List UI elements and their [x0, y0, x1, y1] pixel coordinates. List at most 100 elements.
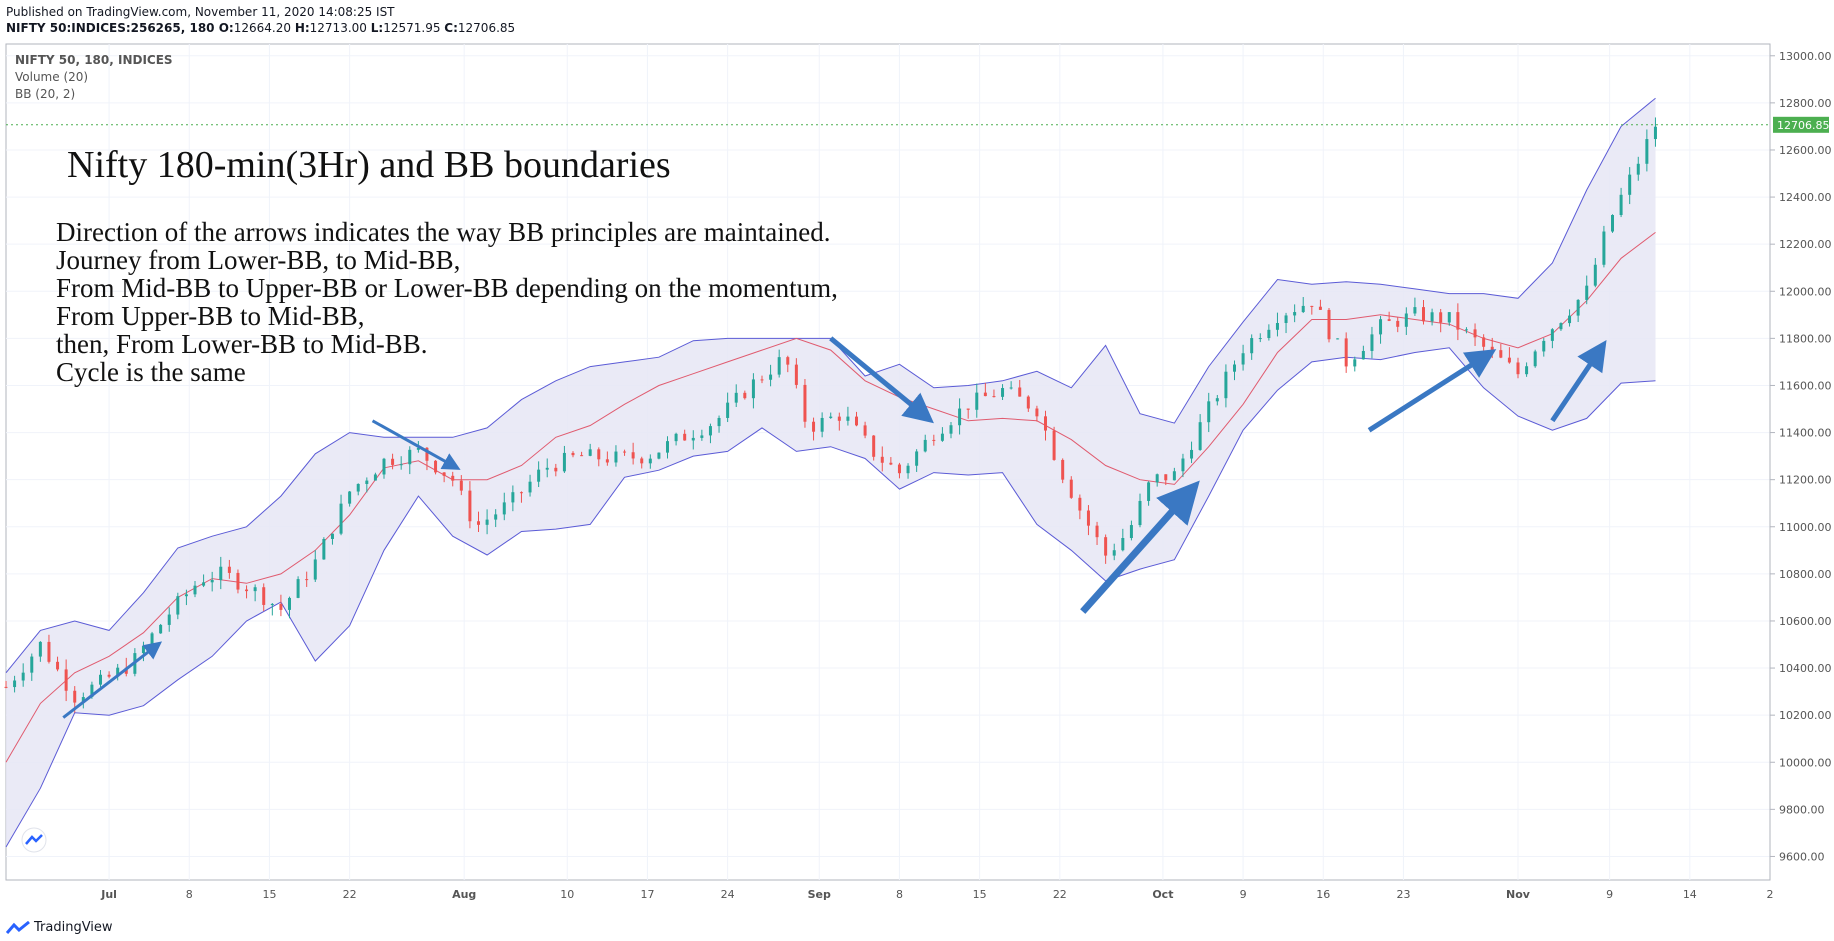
candle-body: [1516, 362, 1520, 375]
candle-body: [1112, 550, 1116, 556]
arrows-group: [62, 336, 1607, 719]
candle-body: [99, 674, 102, 685]
candle-body: [167, 614, 171, 625]
candle-body: [1138, 500, 1142, 526]
candle-body: [1447, 312, 1451, 323]
footer-brand-label: TradingView: [34, 920, 113, 935]
open-label: O:: [218, 21, 234, 35]
candle-body: [451, 475, 455, 481]
candle-body: [382, 458, 386, 475]
annotation-line: Direction of the arrows indicates the wa…: [56, 217, 831, 247]
candle-body: [1001, 388, 1005, 397]
candle-body: [1396, 320, 1400, 327]
x-tick-label: 17: [640, 888, 654, 901]
candle-body: [1198, 422, 1202, 450]
candle-body: [116, 667, 120, 677]
y-tick-label: 12000.00: [1779, 285, 1832, 298]
candle-body: [1044, 416, 1047, 431]
candle-body: [279, 603, 283, 610]
bb-fill: [6, 98, 1656, 847]
candle-body: [408, 449, 412, 465]
candle-body: [949, 425, 953, 434]
candle-body: [270, 603, 274, 605]
candle-body: [416, 447, 420, 450]
low-value: 12571.95: [383, 21, 441, 35]
candle-body: [21, 672, 25, 681]
candle-body: [47, 641, 51, 662]
candle-body: [691, 437, 695, 441]
open-value: 12664.20: [233, 21, 291, 35]
trend-arrow: [1550, 340, 1607, 423]
last-price-tag: 12706.85: [1773, 116, 1830, 133]
candle-body: [932, 439, 936, 441]
candle-body: [1129, 525, 1133, 539]
candle-body: [434, 460, 438, 473]
candle-body: [1482, 337, 1486, 347]
candle-body: [477, 521, 480, 525]
candle-body: [872, 435, 876, 457]
candle-body: [1035, 408, 1039, 417]
candle-body: [915, 451, 919, 466]
candle-body: [176, 596, 180, 615]
candle-body: [56, 661, 60, 670]
candle-body: [1353, 359, 1357, 367]
y-tick-label: 12800.00: [1779, 97, 1832, 110]
candle-body: [348, 491, 352, 504]
candle-body: [855, 416, 858, 426]
candle-body: [794, 364, 798, 385]
high-value: 12713.00: [309, 21, 367, 35]
footer-brand[interactable]: TradingView: [6, 920, 113, 935]
candle-body: [820, 417, 824, 432]
y-tick-label: 11000.00: [1779, 521, 1832, 534]
candle-body: [958, 408, 962, 426]
candle-body: [459, 480, 463, 491]
candle-body: [150, 633, 154, 646]
candle-body: [640, 458, 644, 464]
candle-body: [889, 462, 893, 465]
candle-body: [657, 452, 661, 459]
candle-body: [812, 421, 816, 432]
candle-body: [863, 425, 867, 436]
candle-body: [511, 492, 515, 503]
trend-arrow: [1080, 480, 1200, 614]
x-tick-label: 16: [1316, 888, 1330, 901]
candle-body: [760, 379, 764, 381]
annotation-line: From Upper-BB to Mid-BB,: [56, 301, 364, 331]
price-axis[interactable]: 9600.00 9800.00 10000.00 10200.00 10400.00 10…: [1770, 50, 1832, 864]
candle-body: [425, 447, 429, 461]
candle-body: [1611, 215, 1614, 232]
legend-volume: Volume (20): [15, 70, 88, 84]
candle-body: [1181, 458, 1185, 472]
trend-arrow: [829, 336, 934, 424]
candle-body: [184, 594, 188, 597]
candle-body: [1602, 231, 1606, 265]
candle-body: [1018, 387, 1022, 397]
candle-body: [975, 392, 979, 410]
annotation-title: Nifty 180-min(3Hr) and BB boundaries: [67, 144, 671, 186]
candle-body: [1628, 174, 1632, 195]
candles-group: [4, 117, 1657, 713]
x-tick-label: 8: [896, 888, 903, 901]
candle-body: [1095, 525, 1099, 538]
candle-body: [571, 452, 575, 456]
candle-body: [73, 690, 77, 703]
candle-body: [1499, 350, 1503, 358]
candle-body: [107, 674, 111, 677]
candle-body: [528, 481, 532, 493]
candle-body: [1550, 329, 1554, 341]
candle-body: [1284, 315, 1288, 323]
candle-body: [700, 435, 704, 438]
candle-body: [193, 585, 197, 595]
candle-body: [494, 514, 498, 520]
time-axis[interactable]: Jul 8 15 22 Aug 10 17 24 Sep 8 15 22 Oct 9 16 23 Nov 9 14 2: [100, 888, 1773, 901]
x-tick-label: Sep: [808, 888, 831, 901]
candle-body: [519, 492, 523, 494]
candle-body: [1190, 449, 1194, 459]
y-tick-label: 10000.00: [1779, 756, 1832, 769]
candle-body: [1636, 163, 1640, 175]
annotation-line: Journey from Lower-BB, to Mid-BB,: [56, 245, 460, 275]
candle-body: [666, 441, 669, 453]
y-tick-label: 10600.00: [1779, 615, 1832, 628]
candle-body: [468, 490, 472, 522]
